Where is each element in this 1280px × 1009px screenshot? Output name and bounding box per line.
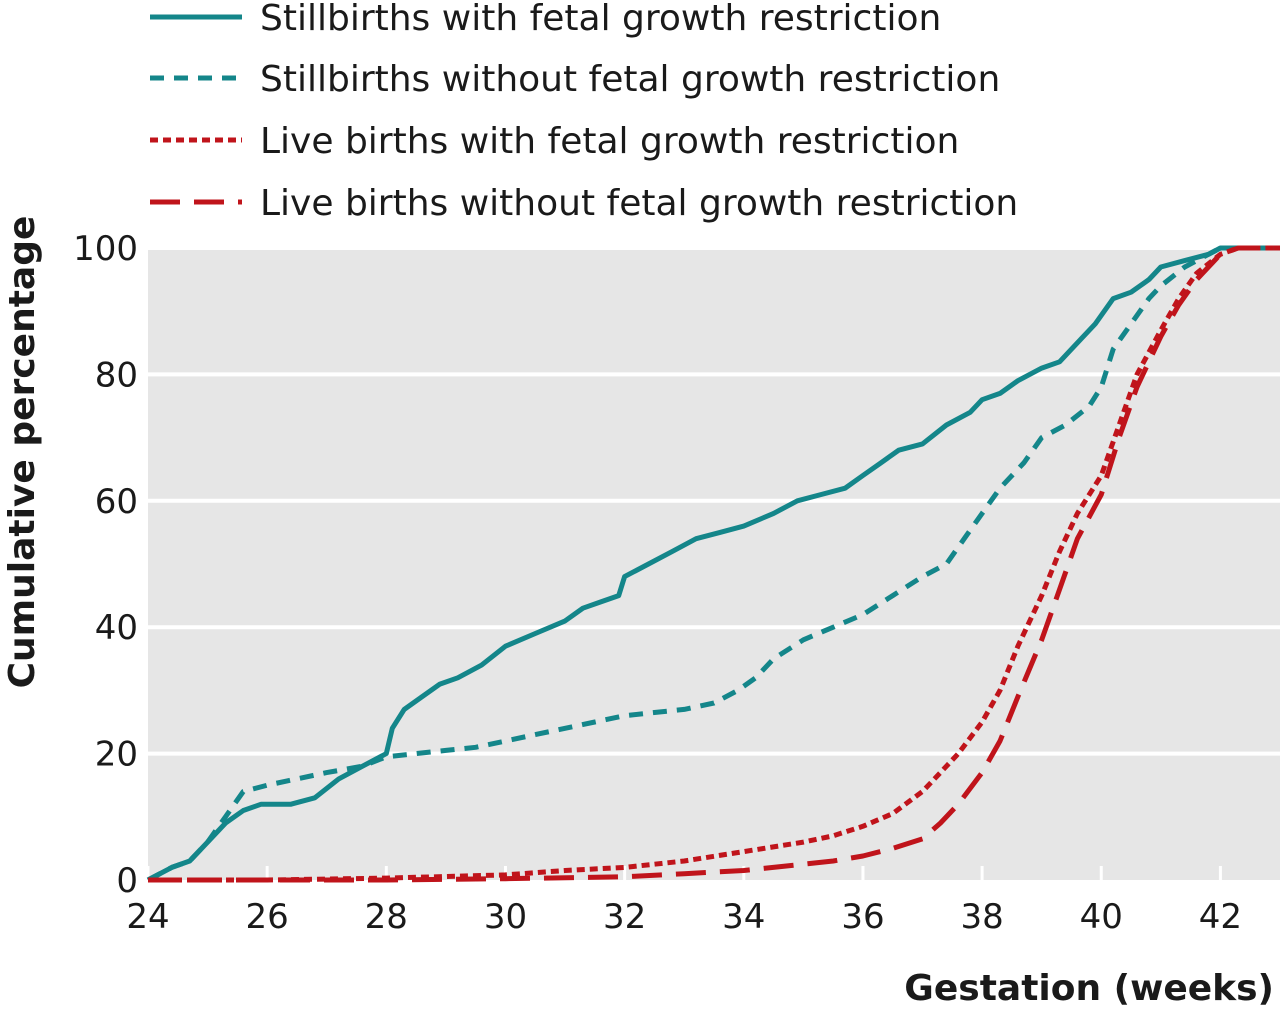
x-tick-label-42: 42	[1199, 897, 1242, 937]
plot-background	[148, 248, 1280, 880]
legend-label-3: Live births with fetal growth restrictio…	[260, 121, 959, 162]
y-axis-title: Cumulative percentage	[2, 216, 43, 689]
series-line-2	[146, 245, 1280, 883]
legend-label-2: Stillbirths without fetal growth restric…	[260, 59, 1000, 100]
x-tick-label-40: 40	[1080, 897, 1123, 937]
series-lines	[146, 245, 1280, 883]
series-line-3	[148, 245, 1280, 883]
y-tick-label-0: 0	[116, 861, 138, 901]
x-axis-title: Gestation (weeks)	[904, 968, 1274, 1009]
grid-lines	[146, 246, 1280, 880]
legend: Stillbirths with fetal growth restrictio…	[150, 0, 1018, 224]
x-tick-label-38: 38	[960, 897, 1003, 937]
x-tick-label-28: 28	[365, 897, 408, 937]
y-tick-label-80: 80	[95, 355, 138, 395]
x-axis-ticks: 24 26 28 30 32 34 36 38 40 42	[126, 897, 1242, 937]
legend-label-1: Stillbirths with fetal growth restrictio…	[260, 0, 941, 39]
y-tick-label-60: 60	[95, 482, 138, 522]
x-tick-label-36: 36	[841, 897, 884, 937]
x-tick-label-24: 24	[126, 897, 169, 937]
y-tick-label-40: 40	[95, 608, 138, 648]
y-tick-label-20: 20	[95, 735, 138, 775]
legend-label-4: Live births without fetal growth restric…	[260, 183, 1018, 224]
x-tick-label-30: 30	[484, 897, 527, 937]
series-line-1	[146, 245, 1280, 883]
x-tick-label-26: 26	[246, 897, 289, 937]
y-tick-label-100: 100	[73, 229, 138, 269]
x-tick-label-32: 32	[603, 897, 646, 937]
y-axis-ticks: 0 20 40 60 80 100	[73, 229, 138, 901]
x-tick-label-34: 34	[722, 897, 765, 937]
